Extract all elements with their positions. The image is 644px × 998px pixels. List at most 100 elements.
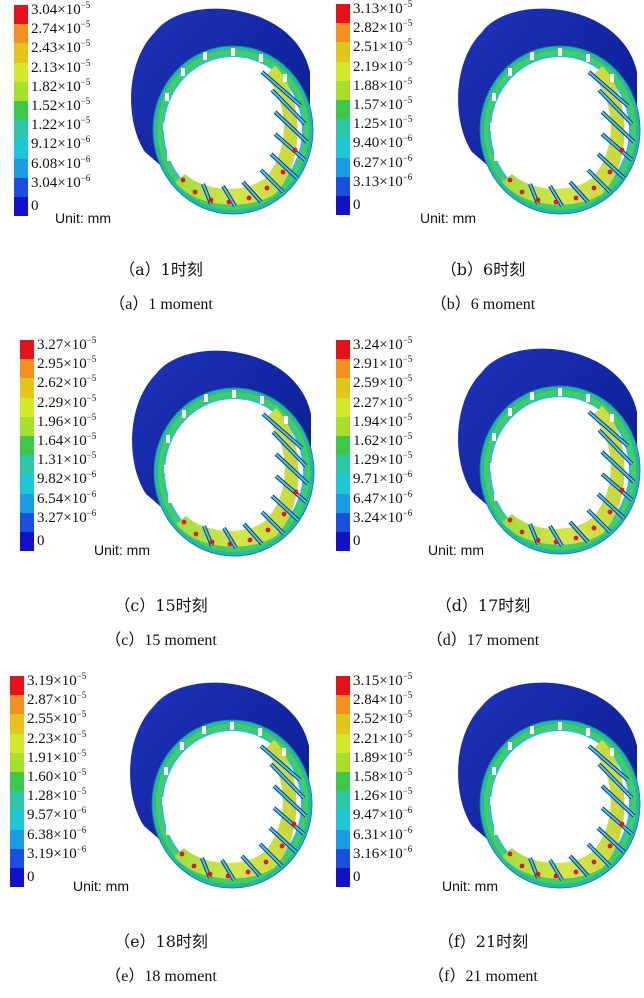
legend-value-exponent: −5 bbox=[402, 450, 413, 461]
legend-value-mantissa: 2.59×10 bbox=[353, 375, 403, 392]
legend-value-exponent: −6 bbox=[402, 805, 413, 816]
rim-gap bbox=[492, 93, 496, 101]
legend-value: 3.19×10−6 bbox=[27, 843, 87, 862]
hotspot-mark bbox=[280, 169, 286, 175]
legend-value-exponent: −6 bbox=[402, 171, 413, 182]
legend-value: 2.51×10−5 bbox=[353, 38, 412, 55]
legend-value-exponent: −6 bbox=[402, 133, 413, 144]
bearing-sleeve-model bbox=[130, 682, 313, 889]
unit-label: Unit: mm bbox=[55, 210, 111, 226]
legend-swatch bbox=[336, 138, 350, 158]
legend-swatch bbox=[20, 378, 34, 398]
legend-swatch bbox=[336, 42, 350, 62]
panel-a: 3.04×10−5 2.74×10−5 2.43×10−5 2.13×10−5 1.82… bbox=[0, 0, 322, 326]
legend-swatch bbox=[10, 868, 24, 888]
legend-value-exponent: −5 bbox=[402, 95, 413, 105]
hotspot-mark bbox=[507, 517, 513, 523]
legend-value-exponent: −5 bbox=[86, 335, 97, 345]
legend-value-exponent: −6 bbox=[76, 843, 87, 854]
legend-zero: 0 bbox=[31, 198, 39, 214]
rim-gap bbox=[180, 742, 184, 750]
legend-value-mantissa: 1.26×10 bbox=[353, 788, 403, 805]
inner-bore bbox=[491, 57, 629, 203]
rim-gap bbox=[166, 827, 170, 835]
legend-swatch bbox=[336, 868, 350, 888]
legend-value-exponent: −5 bbox=[402, 747, 413, 758]
legend-value: 3.04×10−5 bbox=[31, 1, 90, 18]
legend-value: 2.55×10−5 bbox=[27, 710, 86, 728]
legend-swatch bbox=[336, 848, 350, 868]
legend-value-mantissa: 1.88×10 bbox=[353, 77, 403, 94]
legend-swatch bbox=[14, 5, 28, 25]
legend-swatch bbox=[336, 416, 350, 436]
hotspot-mark bbox=[192, 189, 198, 195]
rim-gap bbox=[283, 74, 287, 82]
unit-label: Unit: mm bbox=[442, 878, 498, 894]
hotspot-mark bbox=[519, 189, 525, 195]
legend-value-exponent: −5 bbox=[402, 728, 413, 739]
legend-value: 2.43×10−5 bbox=[31, 39, 90, 56]
caption-english: （b）6 moment bbox=[430, 296, 536, 313]
rim-gap bbox=[490, 797, 494, 805]
hotspot-mark bbox=[573, 869, 579, 875]
legend-value: 6.31×10−6 bbox=[353, 825, 412, 843]
legend-value-mantissa: 3.13×10 bbox=[353, 1, 403, 17]
rim-gap bbox=[610, 414, 614, 422]
hotspot-mark bbox=[263, 859, 269, 865]
legend-swatch bbox=[336, 359, 350, 379]
rim-gap bbox=[232, 390, 236, 398]
legend-value-exponent: −5 bbox=[402, 431, 413, 441]
hotspot-mark bbox=[607, 509, 613, 515]
legend-swatch bbox=[14, 62, 28, 82]
legend-value-mantissa: 1.89×10 bbox=[353, 749, 403, 766]
legend-swatch bbox=[336, 61, 350, 81]
rim-gap bbox=[610, 74, 614, 82]
legend-value: 6.27×10−6 bbox=[353, 153, 412, 171]
legend-zero: 0 bbox=[353, 533, 361, 549]
legend-value-exponent: −5 bbox=[86, 431, 97, 441]
legend-value: 2.62×10−5 bbox=[37, 374, 96, 391]
legend-value-mantissa: 6.38×10 bbox=[27, 826, 77, 843]
legend-value-mantissa: 9.12×10 bbox=[31, 136, 81, 153]
roller-stripe-light bbox=[569, 521, 589, 543]
rim-gap bbox=[530, 726, 534, 734]
legend-swatch bbox=[336, 80, 350, 100]
legend-swatch bbox=[336, 176, 350, 196]
legend-value: 2.91×10−5 bbox=[353, 355, 412, 372]
legend-swatch bbox=[336, 829, 350, 849]
caption-english: （c）15 moment bbox=[105, 632, 217, 649]
roller-stripe-light bbox=[270, 763, 305, 799]
legend-value-mantissa: 1.58×10 bbox=[353, 769, 403, 785]
rim-gap bbox=[490, 463, 494, 471]
caption-chinese: （b）6时刻 bbox=[440, 260, 526, 279]
legend-swatch bbox=[336, 455, 350, 475]
hotspot-mark bbox=[519, 529, 525, 535]
hotspot-mark bbox=[279, 843, 285, 849]
legend-value-exponent: −5 bbox=[76, 671, 87, 681]
rim-gap bbox=[558, 388, 562, 396]
hotspot-mark bbox=[535, 197, 541, 203]
rim-gap bbox=[610, 748, 614, 756]
roller-stripe-light bbox=[260, 169, 284, 193]
legend-swatch bbox=[14, 120, 28, 140]
roller-stripe-light bbox=[262, 413, 303, 449]
legend-value-exponent: −6 bbox=[80, 153, 91, 164]
roller-stripe-light bbox=[587, 509, 611, 533]
legend-value-exponent: −5 bbox=[402, 709, 413, 720]
rim-gap bbox=[508, 742, 512, 750]
roller-stripe-light bbox=[270, 153, 298, 179]
legend-value-mantissa: 2.55×10 bbox=[27, 711, 77, 728]
inner-bore bbox=[164, 57, 302, 203]
rim-gap bbox=[182, 410, 186, 418]
hotspot-mark bbox=[607, 843, 613, 849]
legend-value-mantissa: 6.31×10 bbox=[353, 826, 403, 843]
roller-stripe-light bbox=[601, 451, 635, 483]
legend-value-mantissa: 1.29×10 bbox=[353, 452, 403, 469]
legend-value: 1.96×10−5 bbox=[37, 412, 96, 430]
legend-value: 2.87×10−5 bbox=[27, 691, 86, 708]
legend-value-exponent: −5 bbox=[402, 114, 413, 125]
legend-swatch bbox=[336, 532, 350, 552]
rim-gap bbox=[204, 394, 208, 402]
legend-value-mantissa: 3.19×10 bbox=[27, 845, 77, 862]
legend-value-exponent: −6 bbox=[76, 824, 87, 835]
